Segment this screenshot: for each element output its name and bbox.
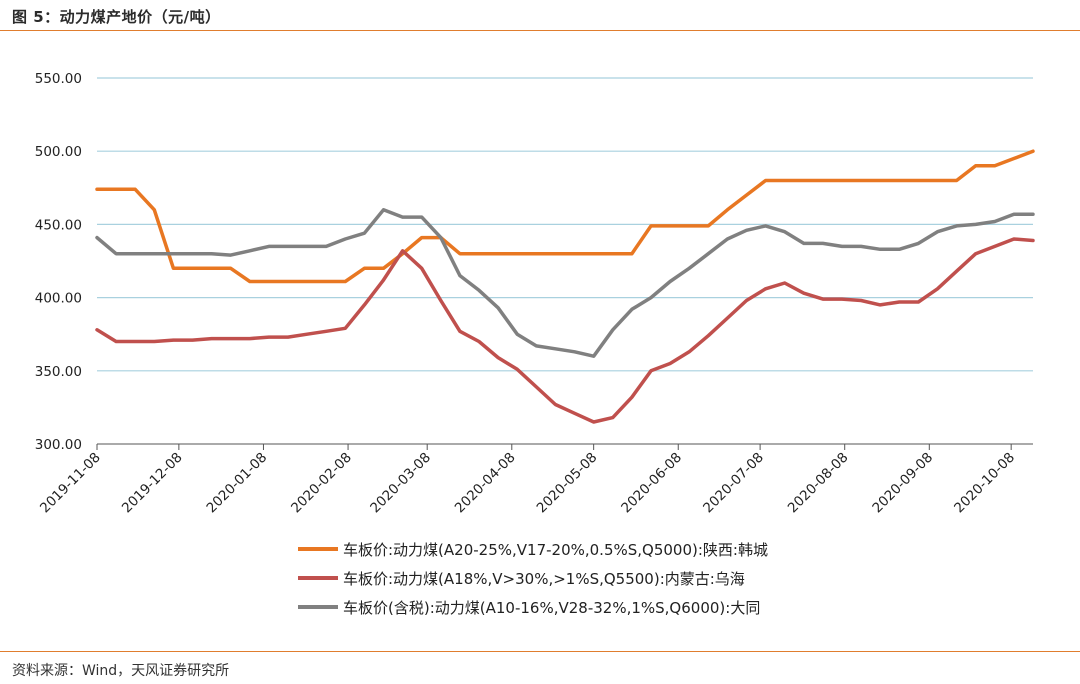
- source-note: 资料来源：Wind，天风证券研究所: [12, 663, 230, 679]
- legend-label-3: 车板价(含税):动力煤(A10-16%,V28-32%,1%S,Q6000):大…: [343, 599, 760, 617]
- series-line-1: [95, 149, 1035, 284]
- x-tick-label: 2020-04-08: [452, 450, 519, 517]
- legend-label-1: 车板价:动力煤(A20-25%,V17-20%,0.5%S,Q5000):陕西:…: [343, 541, 768, 559]
- figure-title: 图 5：动力煤产地价（元/吨）: [12, 8, 221, 26]
- x-tick-label: 2020-08-08: [785, 450, 852, 517]
- series-line-2: [95, 237, 1035, 424]
- y-tick-label: 450.00: [35, 217, 82, 233]
- x-tick-label: 2020-03-08: [367, 450, 434, 517]
- x-tick-label: 2020-07-08: [700, 450, 767, 517]
- footer-rule: [0, 651, 1080, 652]
- y-tick-label: 300.00: [35, 437, 82, 453]
- x-tick-label: 2020-02-08: [288, 450, 355, 517]
- x-tick-label: 2020-10-08: [951, 450, 1018, 517]
- x-tick-label: 2020-01-08: [203, 450, 270, 517]
- x-tick-label: 2019-12-08: [119, 450, 186, 517]
- x-tick-label: 2020-05-08: [534, 450, 601, 517]
- y-tick-label: 550.00: [35, 71, 82, 87]
- x-tick-label: 2020-06-08: [618, 450, 685, 517]
- y-tick-label: 350.00: [35, 364, 82, 380]
- y-tick-label: 400.00: [35, 291, 82, 307]
- x-tick-label: 2019-11-08: [37, 450, 104, 517]
- series-line-3: [95, 208, 1035, 358]
- y-tick-label: 500.00: [35, 144, 82, 160]
- legend-label-2: 车板价:动力煤(A18%,V>30%,>1%S,Q5500):内蒙古:乌海: [343, 570, 745, 588]
- header-rule: [0, 30, 1080, 31]
- x-tick-label: 2020-09-08: [869, 450, 936, 517]
